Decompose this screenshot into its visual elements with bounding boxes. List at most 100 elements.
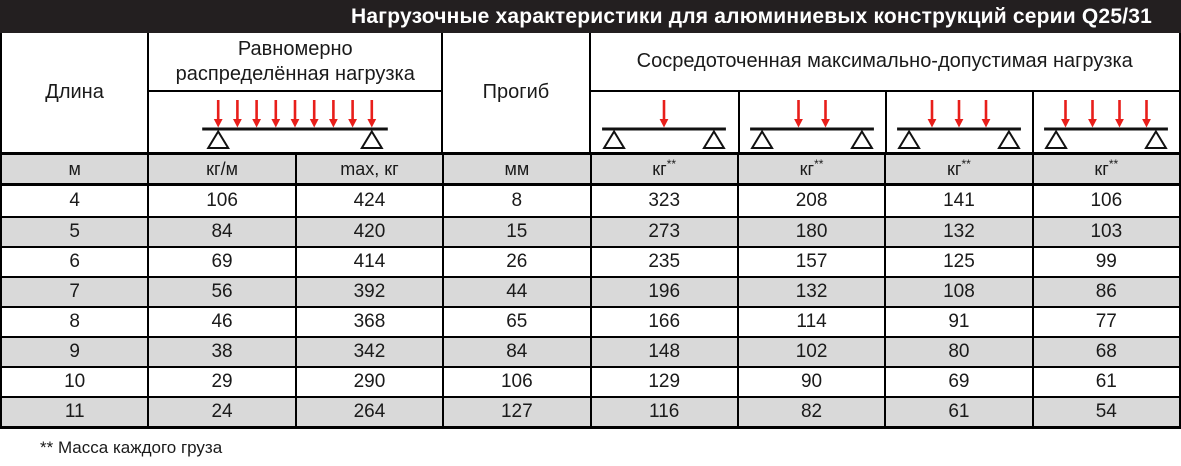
two-point-load-beam-icon	[750, 100, 875, 149]
table-cell: 69	[884, 368, 1031, 396]
table-cell: 15	[442, 218, 589, 246]
table-cell: 102	[736, 338, 884, 366]
table-cell: 127	[442, 398, 589, 426]
table-cell: 342	[294, 338, 442, 366]
header-deflection: Прогиб	[443, 33, 591, 152]
table-row: 11 24 264 127 116 82 61 54	[2, 396, 1179, 426]
table-cell: 65	[442, 308, 589, 336]
unit-cell: кг **	[1031, 155, 1179, 183]
table-cell: 10	[64, 371, 86, 392]
table-cell: 106	[1031, 186, 1179, 216]
concentrated-diagram-4-cell	[1031, 92, 1179, 152]
table-cell: 84	[147, 218, 294, 246]
table-cell: 196	[589, 278, 737, 306]
table-row: 8 46 368 65 166 114 91 77	[2, 306, 1179, 336]
unit-cell: кг **	[589, 155, 737, 183]
table-cell: 108	[884, 278, 1031, 306]
load-table: Длина Равномерно распределённая нагрузка…	[0, 33, 1181, 429]
table-cell: 68	[1031, 338, 1179, 366]
table-cell: 132	[736, 278, 884, 306]
table-cell: 56	[147, 278, 294, 306]
table-cell: 82	[736, 398, 884, 426]
uniform-load-beam-icon	[202, 100, 389, 149]
unit-cell: м	[68, 158, 81, 179]
table-cell: 5	[69, 221, 80, 242]
table-cell: 157	[736, 248, 884, 276]
table-cell: 61	[884, 398, 1031, 426]
table-body: 4 106 424 8 323 208 141 106 5 84 420 15 273 180 132 103…	[2, 186, 1179, 426]
table-cell: 106	[147, 186, 294, 216]
table-cell: 99	[1031, 248, 1179, 276]
table-cell: 26	[442, 248, 589, 276]
uniform-load-diagram-cell	[149, 92, 444, 152]
table-cell: 106	[442, 368, 589, 396]
table-cell: 61	[1031, 368, 1179, 396]
table-cell: 420	[294, 218, 442, 246]
table-cell: 8	[442, 186, 589, 216]
header-concentrated-load: Сосредоточенная максимально-допустимая н…	[590, 33, 1179, 92]
table-cell: 148	[589, 338, 737, 366]
table-cell: 90	[736, 368, 884, 396]
table-cell: 141	[884, 186, 1031, 216]
table-cell: 132	[884, 218, 1031, 246]
title-bar: Нагрузочные характеристики для алюминиев…	[0, 0, 1181, 33]
table-cell: 125	[884, 248, 1031, 276]
table-cell: 8	[69, 311, 80, 332]
table-cell: 235	[589, 248, 737, 276]
concentrated-diagram-3-cell	[884, 92, 1032, 152]
three-point-load-beam-icon	[897, 100, 1022, 149]
table-cell: 38	[147, 338, 294, 366]
table-cell: 6	[69, 251, 80, 272]
footnote: ** Масса каждого груза	[40, 438, 223, 457]
table-cell: 424	[294, 186, 442, 216]
table-cell: 69	[147, 248, 294, 276]
table-cell: 116	[589, 398, 737, 426]
table-cell: 44	[442, 278, 589, 306]
header-uniform-load: Равномерно распределённая нагрузка	[149, 33, 444, 92]
table-cell: 80	[884, 338, 1031, 366]
table-cell: 4	[69, 190, 80, 211]
table-cell: 103	[1031, 218, 1179, 246]
table-cell: 392	[294, 278, 442, 306]
page-title: Нагрузочные характеристики для алюминиев…	[351, 4, 1152, 28]
table-row: 9 38 342 84 148 102 80 68	[2, 336, 1179, 366]
table-cell: 46	[147, 308, 294, 336]
unit-cell: кг/м	[147, 155, 294, 183]
table-cell: 273	[589, 218, 737, 246]
table-cell: 9	[69, 341, 80, 362]
table-cell: 414	[294, 248, 442, 276]
table-cell: 11	[64, 401, 85, 422]
table-cell: 180	[736, 218, 884, 246]
table-cell: 54	[1031, 398, 1179, 426]
unit-cell: кг **	[736, 155, 884, 183]
table-row: 4 106 424 8 323 208 141 106	[2, 186, 1179, 216]
table-cell: 264	[294, 398, 442, 426]
table-cell: 91	[884, 308, 1031, 336]
table-cell: 24	[147, 398, 294, 426]
table-cell: 77	[1031, 308, 1179, 336]
table-row: 7 56 392 44 196 132 108 86	[2, 276, 1179, 306]
concentrated-diagram-1-cell	[591, 92, 738, 152]
one-point-load-beam-icon	[602, 100, 726, 149]
units-row: м кг/м max, кг мм кг ** кг ** кг ** кг **	[2, 152, 1179, 186]
table-cell: 29	[147, 368, 294, 396]
table-header: Длина Равномерно распределённая нагрузка…	[2, 33, 1179, 152]
unit-cell: кг **	[884, 155, 1031, 183]
table-cell: 84	[442, 338, 589, 366]
table-row: 10 29 290 106 129 90 69 61	[2, 366, 1179, 396]
unit-cell: max, кг	[294, 155, 442, 183]
table-row: 5 84 420 15 273 180 132 103	[2, 216, 1179, 246]
table-cell: 129	[589, 368, 737, 396]
table-cell: 166	[589, 308, 737, 336]
header-length: Длина	[2, 33, 150, 152]
table-cell: 208	[736, 186, 884, 216]
table-cell: 7	[69, 281, 80, 302]
table-cell: 114	[736, 308, 884, 336]
table-cell: 368	[294, 308, 442, 336]
four-point-load-beam-icon	[1044, 100, 1169, 149]
unit-cell: мм	[442, 155, 589, 183]
concentrated-diagram-2-cell	[737, 92, 885, 152]
table-cell: 323	[589, 186, 737, 216]
table-row: 6 69 414 26 235 157 125 99	[2, 246, 1179, 276]
